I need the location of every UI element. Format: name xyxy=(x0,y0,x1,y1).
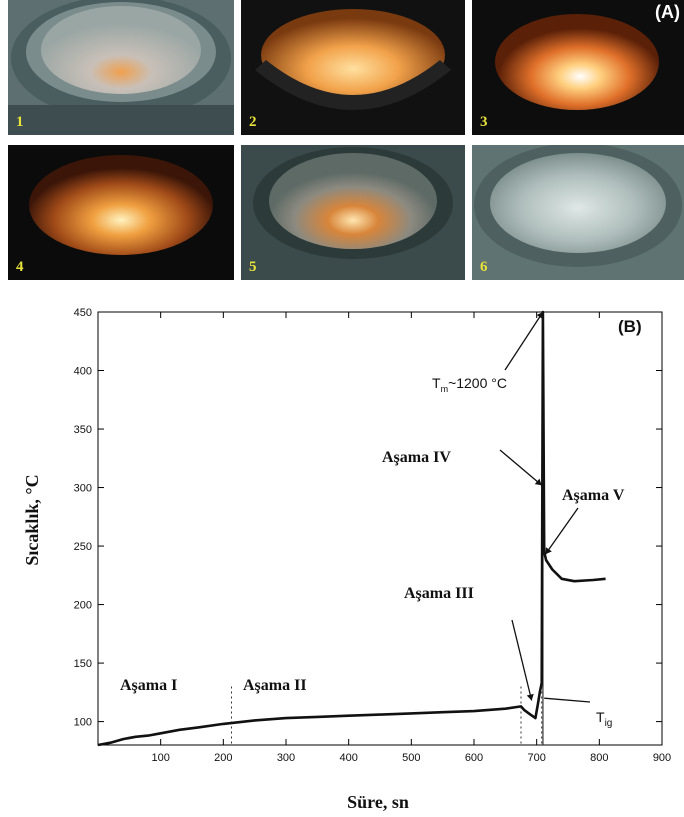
y-axis-title: Sıcaklık, °C xyxy=(22,474,42,565)
photo-tile-1: 1 xyxy=(8,0,234,135)
axis-tick-labels: 100 200 300 400 500 600 700 800 900 100 150 200 250 3… xyxy=(74,307,672,764)
crucible-image-2 xyxy=(241,0,465,135)
crucible-image-1 xyxy=(8,0,234,135)
axis-ticks xyxy=(98,311,663,745)
asama-v-label: Aşama V xyxy=(562,487,625,504)
annotation-arrow xyxy=(499,449,543,486)
crucible-image-4 xyxy=(8,145,234,280)
photo-tile-label: 3 xyxy=(480,114,488,130)
y-tick-label: 300 xyxy=(74,483,92,495)
photo-tile-label: 4 xyxy=(16,259,24,275)
x-tick-label: 600 xyxy=(465,752,483,764)
x-tick-label: 400 xyxy=(339,752,357,764)
x-tick-label: 300 xyxy=(277,752,295,764)
asama-ii-label: Aşama II xyxy=(243,677,307,694)
annotation-arrow xyxy=(544,697,591,703)
photo-sequence-panel: 1 2 (A) 3 xyxy=(0,0,684,285)
photo-tile-5: 5 xyxy=(241,145,465,280)
x-tick-label: 700 xyxy=(527,752,545,764)
x-axis-title: Süre, sn xyxy=(347,792,409,812)
y-tick-label: 250 xyxy=(74,541,92,553)
temperature-series-line xyxy=(97,310,606,747)
photo-tile-4: 4 xyxy=(8,145,234,280)
tig-label: Tig xyxy=(596,709,612,729)
y-tick-label: 150 xyxy=(74,658,92,670)
temperature-chart: 100 200 300 400 500 600 700 800 900 100 150 200 250 3… xyxy=(22,307,672,812)
annotation-arrowhead xyxy=(536,312,543,319)
annotation-arrowhead xyxy=(545,547,552,555)
x-tick-label: 500 xyxy=(402,752,420,764)
photo-tile-label: 1 xyxy=(16,114,24,130)
y-tick-label: 450 xyxy=(74,307,92,319)
tm-label: Tm~1200 °C xyxy=(432,375,507,394)
photo-tile-6: 6 xyxy=(472,145,684,280)
y-tick-label: 100 xyxy=(74,717,92,729)
plot-frame xyxy=(97,311,663,746)
photo-tile-label: 2 xyxy=(249,114,257,130)
photo-tile-2: 2 xyxy=(241,0,465,135)
crucible-image-5 xyxy=(241,145,465,280)
annotation-arrow xyxy=(504,311,544,371)
crucible-image-3 xyxy=(472,0,684,135)
y-tick-label: 350 xyxy=(74,424,92,436)
photo-tile-3: (A) 3 xyxy=(472,0,684,135)
photo-tile-label: 5 xyxy=(249,259,257,275)
x-tick-label: 900 xyxy=(653,752,671,764)
x-tick-label: 800 xyxy=(590,752,608,764)
annotation-arrowhead xyxy=(534,478,542,486)
annotation-arrow xyxy=(511,619,533,701)
asama-iv-label: Aşama IV xyxy=(382,449,451,466)
asama-iii-label: Aşama III xyxy=(404,585,474,602)
annotation-arrowhead xyxy=(526,693,534,701)
x-tick-label: 200 xyxy=(214,752,232,764)
annotation-arrows xyxy=(499,311,591,703)
asama-i-label: Aşama I xyxy=(120,677,177,694)
annotation-arrow xyxy=(544,507,579,555)
y-tick-label: 400 xyxy=(74,366,92,378)
x-tick-label: 100 xyxy=(151,752,169,764)
panel-a-tag: (A) xyxy=(655,2,680,22)
photo-tile-label: 6 xyxy=(480,259,488,275)
y-tick-label: 200 xyxy=(74,600,92,612)
panel-b-tag: (B) xyxy=(618,317,642,336)
crucible-image-6 xyxy=(472,145,684,280)
